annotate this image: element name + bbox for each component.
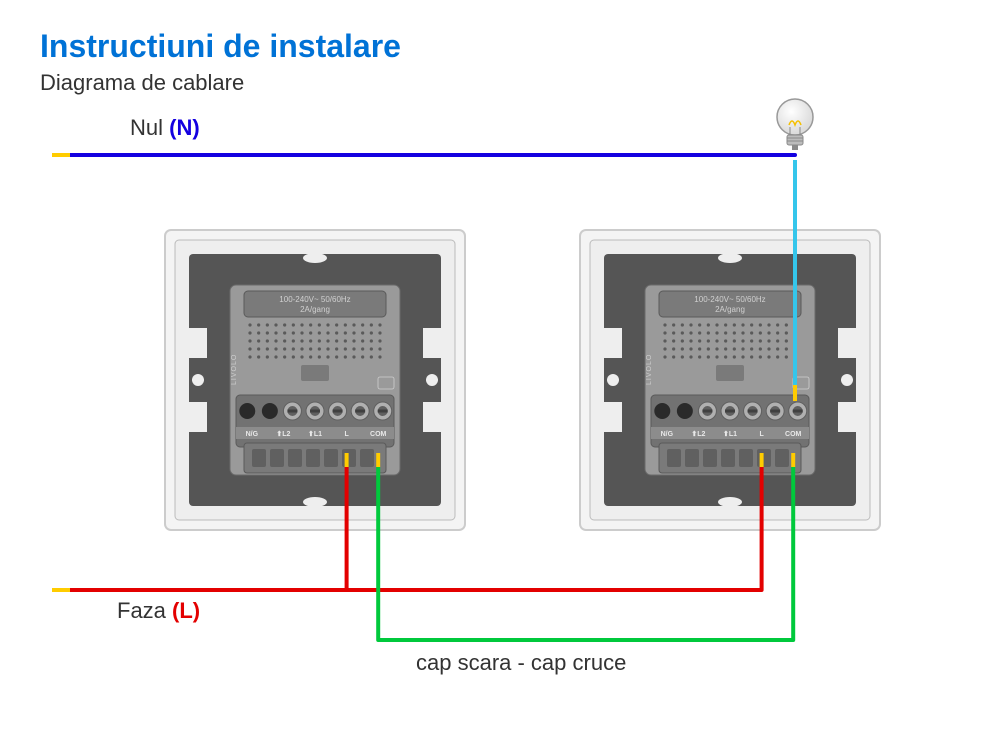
lightbulb-icon (777, 99, 813, 150)
svg-text:LIVOLO: LIVOLO (646, 354, 653, 385)
svg-text:⬆L1: ⬆L1 (308, 430, 322, 438)
svg-text:⬆L2: ⬆L2 (691, 430, 705, 438)
switch-module: 100-240V~ 50/60Hz2A/gang LIVOLO N/G ⬆L2 ⬆L1 L… (645, 285, 815, 475)
wiring-diagram: 100-240V~ 50/60Hz2A/gangLIVOLON/G⬆L2⬆L1L… (0, 0, 1000, 731)
svg-text:L: L (759, 431, 764, 438)
switch-unit: 100-240V~ 50/60Hz2A/gang LIVOLO N/G ⬆L2 ⬆L1 L… (165, 230, 465, 530)
svg-text:LIVOLO: LIVOLO (231, 354, 238, 385)
svg-text:⬆L2: ⬆L2 (276, 430, 290, 438)
svg-text:N/G: N/G (661, 431, 674, 438)
svg-text:COM: COM (785, 431, 802, 438)
svg-text:100-240V~ 50/60Hz: 100-240V~ 50/60Hz (279, 295, 350, 304)
switch-module: 100-240V~ 50/60Hz2A/gang LIVOLO N/G ⬆L2 ⬆L1 L… (230, 285, 400, 475)
svg-text:2A/gang: 2A/gang (715, 305, 745, 314)
svg-text:COM: COM (370, 431, 387, 438)
svg-text:2A/gang: 2A/gang (300, 305, 330, 314)
svg-text:100-240V~ 50/60Hz: 100-240V~ 50/60Hz (694, 295, 765, 304)
svg-text:L: L (344, 431, 349, 438)
svg-text:N/G: N/G (246, 431, 259, 438)
svg-text:⬆L1: ⬆L1 (723, 430, 737, 438)
switch-unit: 100-240V~ 50/60Hz2A/gang LIVOLO N/G ⬆L2 ⬆L1 L… (580, 230, 880, 530)
